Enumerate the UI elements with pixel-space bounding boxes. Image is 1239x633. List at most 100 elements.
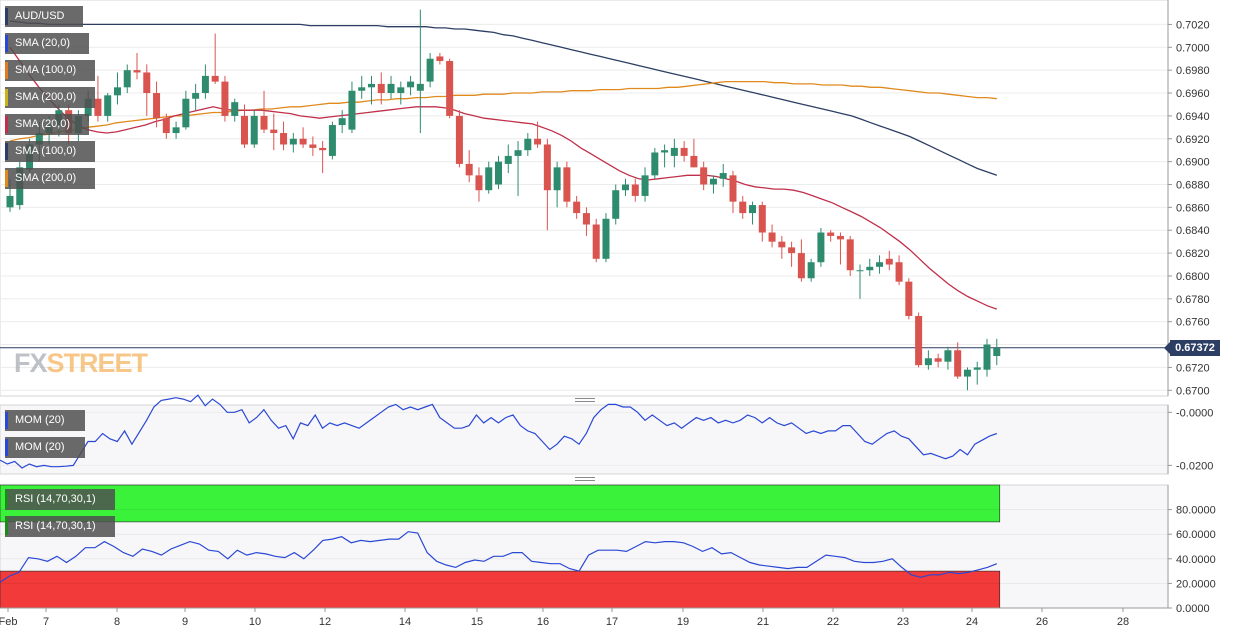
- candle-body: [172, 127, 180, 134]
- candle-body: [543, 144, 551, 191]
- pane-resize-handle: [575, 401, 595, 402]
- candle-body: [670, 147, 678, 156]
- legend-color-swatch: [5, 491, 8, 508]
- candle-body: [983, 344, 991, 370]
- legend-label: SMA (200,0): [15, 172, 77, 184]
- price-tick-label: 0.6700: [1176, 385, 1210, 397]
- candle-body: [162, 118, 170, 134]
- legend-label: AUD/USD: [15, 10, 65, 22]
- x-tick-label: 24: [966, 616, 978, 628]
- candle-body: [700, 167, 708, 185]
- candle-body: [573, 201, 581, 214]
- legend-color-swatch: [5, 62, 8, 79]
- legend-color-swatch: [5, 35, 8, 52]
- price-pane-frame: [0, 0, 1169, 397]
- legend-color-swatch: [5, 143, 8, 160]
- candle-body: [563, 167, 571, 202]
- candle-body: [846, 239, 854, 271]
- candle-body: [504, 155, 512, 164]
- legend-label: SMA (20,0): [15, 37, 71, 49]
- price-pane-grid: [0, 0, 1169, 397]
- x-tick-label: 17: [606, 616, 618, 628]
- rsi-tick-label: 20.0000: [1176, 578, 1216, 590]
- candle-body: [963, 369, 971, 377]
- price-legend-item[interactable]: SMA (200,0): [5, 168, 95, 189]
- pane-resize-handle: [575, 480, 595, 481]
- rsi-overbought-zone: [0, 484, 1001, 523]
- legend-color-swatch: [5, 439, 8, 456]
- candle-body: [397, 87, 405, 94]
- price-tick-label: 0.6920: [1176, 134, 1210, 146]
- candle-body: [582, 213, 590, 225]
- mom-legend-item[interactable]: MOM (20): [5, 437, 85, 458]
- price-legend-item[interactable]: SMA (20,0): [5, 33, 89, 54]
- last-price-tag: 0.67372: [1164, 339, 1220, 356]
- candle-body: [876, 262, 884, 267]
- candle-body: [944, 350, 952, 362]
- price-legend-item[interactable]: SMA (100,0): [5, 60, 95, 81]
- price-legend-item[interactable]: AUD/USD: [5, 6, 83, 27]
- candle-body: [905, 281, 913, 316]
- candle-body: [240, 115, 248, 145]
- mom-pane: -0.0000 -0.0200: [0, 394, 1213, 481]
- candle-body: [915, 315, 923, 366]
- x-tick-label: 7: [43, 616, 49, 628]
- rsi-legend-item[interactable]: RSI (14,70,30,1): [5, 489, 115, 510]
- rsi-legend-item[interactable]: RSI (14,70,30,1): [5, 516, 115, 537]
- x-tick-label: 10: [249, 616, 261, 628]
- candle-body: [319, 147, 327, 151]
- price-tick-label: 0.6880: [1176, 179, 1210, 191]
- candle-body: [856, 270, 864, 272]
- candle-body: [739, 201, 747, 214]
- candle-body: [641, 175, 649, 196]
- candle-body: [446, 61, 454, 116]
- legend-label: RSI (14,70,30,1): [15, 493, 96, 505]
- candle-body: [143, 72, 151, 94]
- x-tick-label: 22: [827, 616, 839, 628]
- price-tick-label: 0.6980: [1176, 65, 1210, 77]
- price-tick-label: 0.6860: [1176, 202, 1210, 214]
- candle-body: [416, 83, 424, 91]
- logo-fx: FX: [14, 348, 48, 378]
- candle-body: [651, 152, 659, 176]
- candle-body: [289, 138, 297, 145]
- price-candles: [6, 9, 1001, 391]
- candle-body: [807, 262, 815, 279]
- x-axis: Feb 7 8 9 10 12 14 15 16 17 19 21 22 23 24 26 28: [0, 607, 1168, 628]
- candle-body: [661, 150, 669, 153]
- candle-body: [709, 178, 717, 185]
- candle-body: [328, 125, 336, 156]
- candle-body: [182, 98, 190, 128]
- pane-resize-handle: [575, 398, 595, 399]
- candle-body: [387, 83, 395, 94]
- price-moving-averages: [9, 20, 998, 310]
- legend-label: RSI (14,70,30,1): [15, 520, 96, 532]
- price-tick-label: 0.7020: [1176, 19, 1210, 31]
- price-legend-item[interactable]: SMA (20,0): [5, 114, 89, 135]
- legend-color-swatch: [5, 89, 8, 106]
- mom-legend-item[interactable]: MOM (20): [5, 410, 85, 431]
- x-tick-label: 28: [1117, 616, 1129, 628]
- candle-body: [553, 167, 561, 191]
- price-tick-label: 0.6820: [1176, 248, 1210, 260]
- rsi-line: [0, 531, 998, 583]
- price-legend-item[interactable]: SMA (200,0): [5, 87, 95, 108]
- candle-body: [602, 218, 610, 259]
- legend-color-swatch: [5, 412, 8, 429]
- candle-body: [749, 205, 757, 214]
- price-legend-item[interactable]: SMA (100,0): [5, 141, 95, 162]
- candle-body: [612, 190, 620, 219]
- legend-color-swatch: [5, 518, 8, 535]
- candle-body: [113, 87, 121, 96]
- pane-resize-handle: [575, 477, 595, 478]
- legend-label: SMA (100,0): [15, 64, 77, 76]
- candle-body: [690, 155, 698, 168]
- legend-label: SMA (200,0): [15, 91, 77, 103]
- candle-body: [133, 70, 141, 73]
- fxstreet-logo: FXSTREET: [14, 348, 148, 379]
- candle-body: [622, 184, 630, 191]
- candle-body: [231, 102, 239, 116]
- candle-body: [6, 195, 14, 208]
- candle-body: [885, 258, 893, 265]
- mom-tick-label: -0.0200: [1176, 460, 1213, 472]
